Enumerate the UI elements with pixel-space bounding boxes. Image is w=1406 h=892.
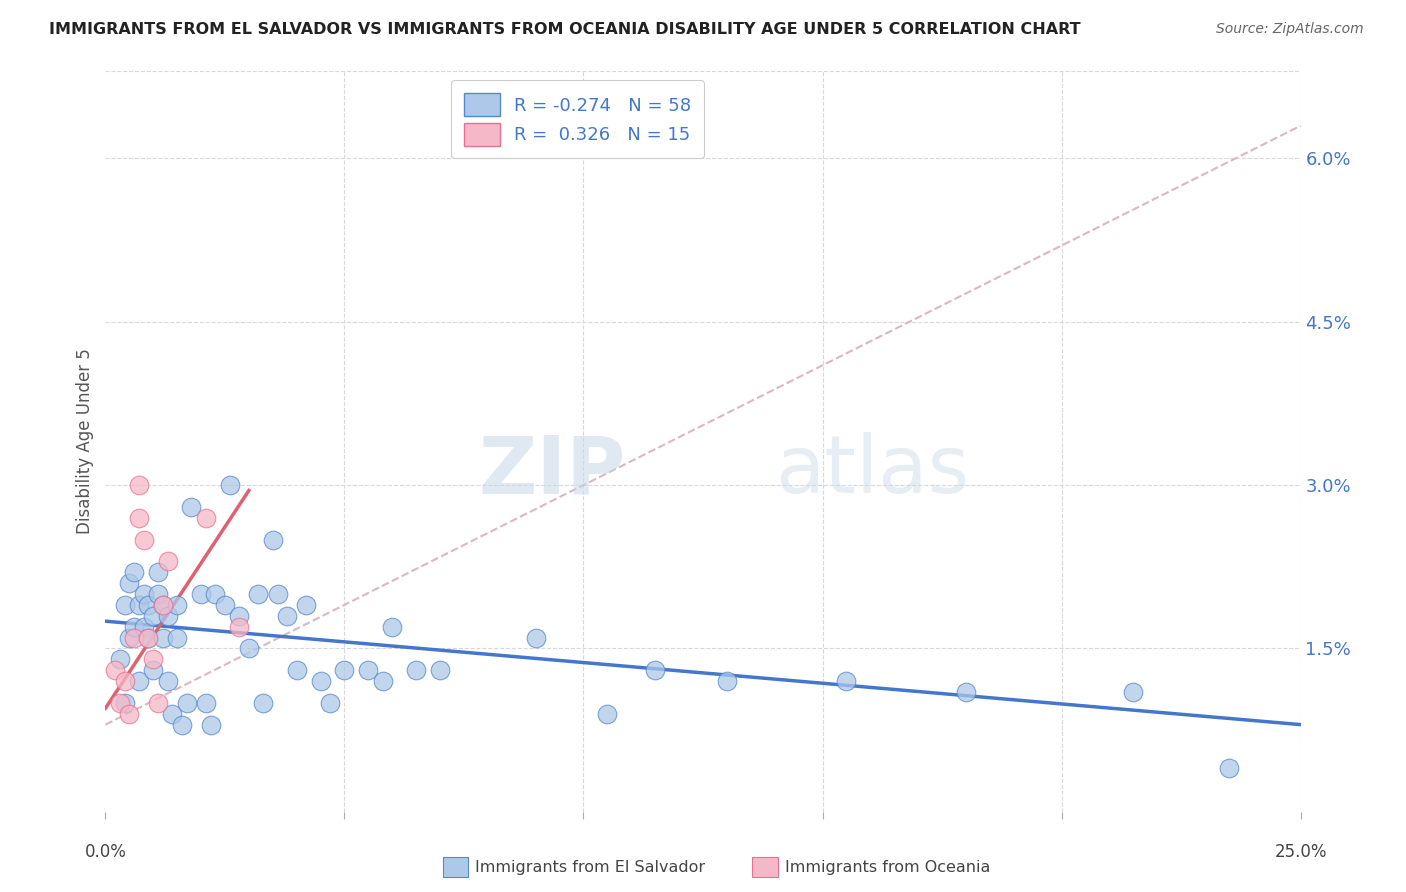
Text: Immigrants from El Salvador: Immigrants from El Salvador (475, 861, 706, 875)
Point (128, 598, 150, 612)
Point (142, 608, 165, 623)
Y-axis label: Disability Age Under 5: Disability Age Under 5 (76, 349, 94, 534)
Text: ZIP: ZIP (478, 432, 626, 510)
Point (132, 619, 155, 633)
Point (218, 478, 240, 492)
Point (122, 631, 145, 645)
Point (835, 674, 858, 689)
Point (262, 533, 284, 547)
Point (716, 674, 738, 689)
Point (146, 565, 169, 579)
Point (162, 706, 184, 721)
Point (138, 631, 160, 645)
Point (132, 533, 155, 547)
Point (118, 706, 141, 721)
Point (142, 652, 165, 666)
Legend: R = -0.274   N = 58, R =  0.326   N = 15: R = -0.274 N = 58, R = 0.326 N = 15 (451, 80, 704, 159)
Point (429, 663, 451, 677)
Point (128, 510, 150, 524)
Point (285, 663, 308, 677)
Point (381, 619, 404, 633)
Point (122, 619, 145, 633)
Point (319, 696, 342, 710)
Point (228, 608, 250, 623)
Point (228, 619, 250, 633)
Point (194, 510, 217, 524)
Point (146, 696, 169, 710)
Point (247, 587, 270, 601)
Point (166, 631, 188, 645)
Point (214, 598, 236, 612)
Text: Source: ZipAtlas.com: Source: ZipAtlas.com (1216, 22, 1364, 37)
Point (128, 674, 150, 689)
Text: 0.0%: 0.0% (84, 843, 127, 861)
Point (276, 608, 298, 623)
Text: IMMIGRANTS FROM EL SALVADOR VS IMMIGRANTS FROM OCEANIA DISABILITY AGE UNDER 5 CO: IMMIGRANTS FROM EL SALVADOR VS IMMIGRANT… (49, 22, 1081, 37)
Point (152, 631, 174, 645)
Point (128, 478, 150, 492)
Text: atlas: atlas (775, 432, 969, 510)
Point (524, 631, 547, 645)
Point (114, 674, 136, 689)
Point (118, 576, 141, 591)
Point (190, 587, 212, 601)
Point (266, 587, 288, 601)
Point (371, 674, 394, 689)
Point (1218, 761, 1240, 775)
Point (252, 696, 274, 710)
Point (357, 663, 380, 677)
Point (170, 717, 193, 731)
Text: Immigrants from Oceania: Immigrants from Oceania (785, 861, 990, 875)
Point (955, 685, 977, 699)
Point (194, 696, 217, 710)
Point (309, 674, 332, 689)
Point (1122, 685, 1144, 699)
Point (644, 663, 666, 677)
Point (295, 598, 318, 612)
Point (118, 631, 141, 645)
Point (200, 717, 222, 731)
Point (152, 598, 174, 612)
Point (333, 663, 356, 677)
Point (138, 631, 160, 645)
Point (108, 696, 131, 710)
Point (238, 641, 260, 656)
Point (122, 565, 145, 579)
Point (152, 598, 174, 612)
Point (114, 696, 136, 710)
Point (146, 587, 169, 601)
Point (142, 663, 165, 677)
Point (108, 652, 131, 666)
Point (166, 598, 188, 612)
Point (405, 663, 427, 677)
Point (138, 598, 160, 612)
Point (156, 674, 179, 689)
Point (204, 587, 226, 601)
Point (176, 696, 198, 710)
Point (596, 706, 619, 721)
Point (132, 587, 155, 601)
Point (180, 500, 202, 514)
Point (156, 608, 179, 623)
Point (104, 663, 127, 677)
Point (156, 554, 179, 568)
Point (114, 598, 136, 612)
Text: 25.0%: 25.0% (1274, 843, 1327, 861)
